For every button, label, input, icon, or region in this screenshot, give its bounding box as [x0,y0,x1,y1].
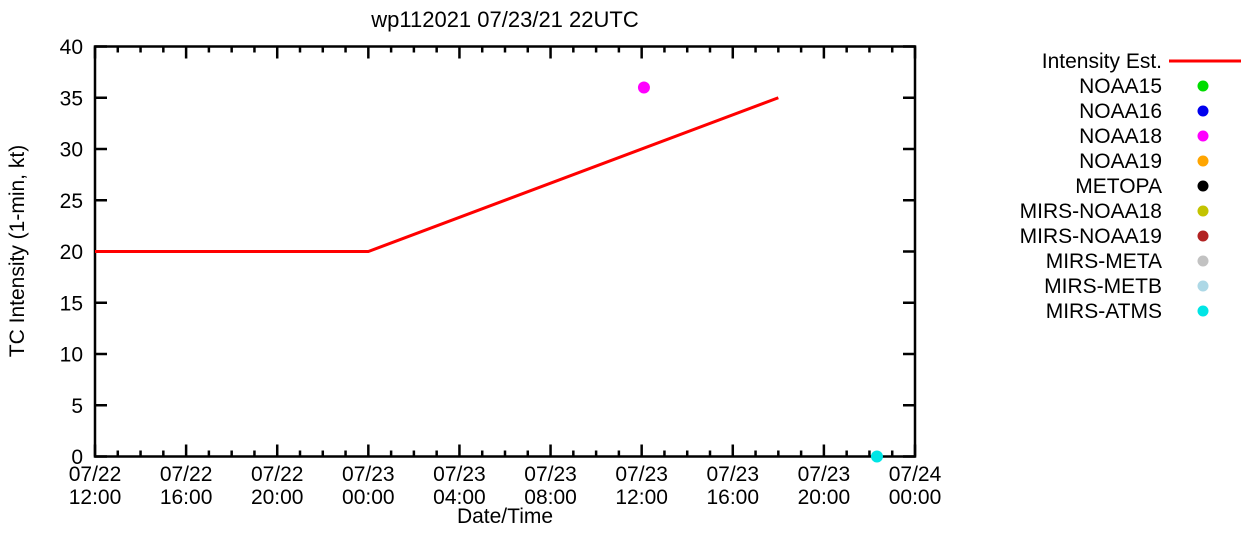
y-tick-label: 0 [71,446,83,469]
chart-title: wp112021 07/23/21 22UTC [370,7,639,32]
legend-marker-mirs-metb [1197,280,1209,292]
x-tick-label-date: 07/23 [615,463,668,486]
legend-label-mirs-atms: MIRS-ATMS [1046,300,1162,323]
x-tick-label-date: 07/23 [433,463,486,486]
legend-label-mirs-meta: MIRS-META [1046,250,1162,273]
y-axis-label: TC Intensity (1-min, kt) [6,145,29,357]
legend-marker-noaa18 [1197,130,1209,142]
y-tick-label: 5 [71,395,83,418]
legend-marker-mirs-noaa19 [1197,230,1209,242]
legend-marker-mirs-atms [1197,305,1209,317]
x-tick-label-date: 07/22 [160,463,213,486]
x-tick-label-date: 07/23 [524,463,577,486]
legend-label-noaa15: NOAA15 [1079,75,1162,98]
legend-marker-metopa [1197,180,1209,192]
legend-label-noaa18: NOAA18 [1079,125,1162,148]
x-tick-label-time: 20:00 [251,486,304,509]
x-axis-label: Date/Time [457,505,553,528]
legend-marker-mirs-meta [1197,255,1209,267]
legend-label-noaa19: NOAA19 [1079,150,1162,173]
y-tick-label: 30 [60,139,83,162]
legend-label-noaa16: NOAA16 [1079,100,1162,123]
y-tick-label: 10 [60,344,83,367]
series-line-intensity-est- [95,96,779,253]
legend-marker-noaa15 [1197,80,1209,92]
x-tick-label-time: 12:00 [69,486,122,509]
plot-area: 051015202530354007/2212:0007/2216:0007/2… [60,36,942,509]
y-tick-label: 15 [60,292,83,315]
legend-marker-mirs-noaa18 [1197,205,1209,217]
data-point-mirs-atms [870,450,883,463]
x-tick-label-date: 07/23 [342,463,395,486]
legend-label-mirs-noaa18: MIRS-NOAA18 [1020,200,1162,223]
x-tick-label-time: 04:00 [433,486,486,509]
y-tick-label: 25 [60,190,83,213]
x-tick-label-date: 07/24 [889,463,942,486]
y-tick-label: 40 [60,36,83,59]
x-tick-label-time: 16:00 [160,486,213,509]
y-tick-label: 20 [60,241,83,264]
legend-label-metopa: METOPA [1075,175,1162,198]
x-tick-label-time: 12:00 [615,486,668,509]
x-tick-label-date: 07/23 [706,463,759,486]
legend-label-intensity-est-: Intensity Est. [1042,50,1162,73]
legend-label-mirs-noaa19: MIRS-NOAA19 [1020,225,1162,248]
series-layer [95,81,883,463]
x-tick-label-date: 07/23 [798,463,851,486]
x-tick-label-date: 07/22 [251,463,304,486]
x-tick-label-date: 07/22 [69,463,122,486]
data-point-noaa18 [637,81,650,94]
x-tick-label-time: 20:00 [798,486,851,509]
x-tick-label-time: 00:00 [342,486,395,509]
x-tick-label-time: 00:00 [889,486,942,509]
y-tick-label: 35 [60,87,83,110]
legend: Intensity Est.NOAA15NOAA16NOAA18NOAA19ME… [1020,50,1241,323]
legend-marker-noaa19 [1197,155,1209,167]
legend-label-mirs-metb: MIRS-METB [1044,275,1162,298]
legend-marker-noaa16 [1197,105,1209,117]
x-tick-label-time: 16:00 [706,486,759,509]
x-tick-label-time: 08:00 [524,486,577,509]
